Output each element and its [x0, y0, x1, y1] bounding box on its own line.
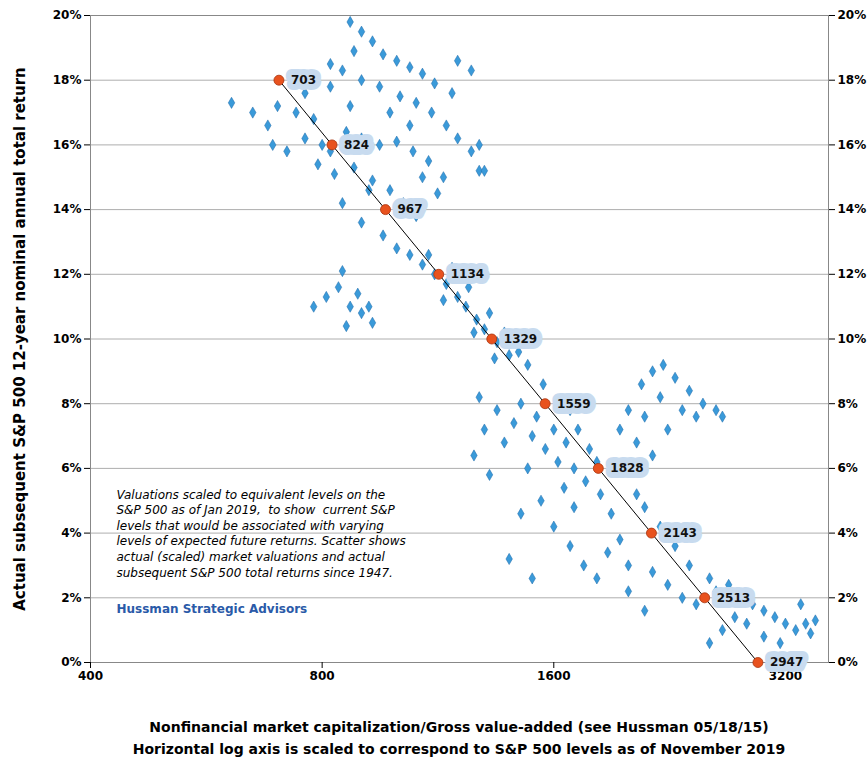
svg-text:2513: 2513 [717, 591, 750, 605]
svg-text:0%: 0% [838, 655, 858, 669]
svg-text:14%: 14% [53, 202, 82, 216]
svg-text:800: 800 [310, 669, 335, 683]
svg-text:1134: 1134 [451, 267, 484, 281]
svg-text:18%: 18% [838, 73, 867, 87]
svg-text:4%: 4% [838, 526, 858, 540]
svg-text:2%: 2% [838, 591, 858, 605]
svg-text:12%: 12% [53, 267, 82, 281]
svg-text:1828: 1828 [610, 461, 643, 475]
svg-text:400: 400 [78, 669, 103, 683]
svg-text:824: 824 [344, 138, 369, 152]
svg-text:16%: 16% [53, 138, 82, 152]
svg-text:0%: 0% [61, 655, 81, 669]
svg-text:2143: 2143 [663, 526, 696, 540]
svg-text:967: 967 [398, 202, 423, 216]
svg-text:14%: 14% [838, 202, 867, 216]
svg-text:1559: 1559 [557, 397, 590, 411]
svg-text:12%: 12% [838, 267, 867, 281]
svg-text:Hussman Strategic Advisors: Hussman Strategic Advisors [117, 602, 308, 616]
svg-text:Actual subsequent S&P 500 12-y: Actual subsequent S&P 500 12-year nomina… [11, 67, 29, 611]
svg-text:8%: 8% [61, 397, 81, 411]
svg-text:20%: 20% [838, 8, 867, 22]
svg-text:1600: 1600 [537, 669, 570, 683]
svg-text:4%: 4% [61, 526, 81, 540]
svg-text:8%: 8% [838, 397, 858, 411]
svg-text:2%: 2% [61, 591, 81, 605]
svg-text:6%: 6% [838, 461, 858, 475]
svg-text:18%: 18% [53, 73, 82, 87]
svg-text:3200: 3200 [769, 669, 802, 683]
svg-text:10%: 10% [53, 332, 82, 346]
svg-text:Valuations scaled to equivalen: Valuations scaled to equivalent levels o… [117, 488, 406, 580]
svg-text:703: 703 [291, 73, 316, 87]
svg-text:20%: 20% [53, 8, 82, 22]
svg-text:16%: 16% [838, 138, 867, 152]
svg-text:10%: 10% [838, 332, 867, 346]
svg-text:6%: 6% [61, 461, 81, 475]
svg-text:2947: 2947 [770, 655, 803, 669]
svg-text:1329: 1329 [504, 332, 537, 346]
